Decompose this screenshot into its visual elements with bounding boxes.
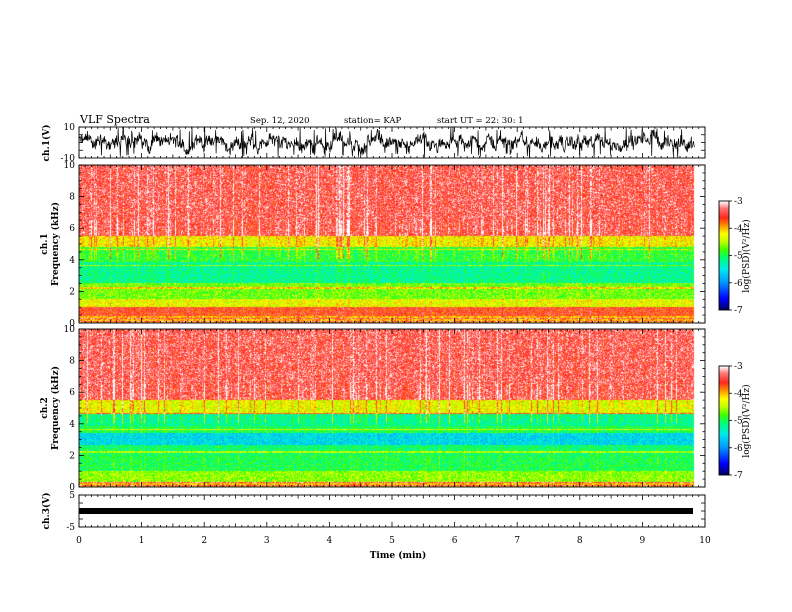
time-axis-tick-label: 1 (139, 536, 145, 546)
ch2-spectrogram-axes: 0 2 4 6 8 10 (64, 325, 706, 493)
ch1-spectrogram-axes: 0 2 4 6 8 10 (64, 161, 706, 329)
ch1-spectrogram-ytick-label: 4 (69, 256, 75, 266)
ch1-ytick-top: 10 (64, 123, 76, 133)
ch1-colorbar-ticks: -3 -4 -5 -6 -7 (729, 197, 743, 316)
ch3-waveform-panel: 5 -5 ch.3(V) (41, 491, 706, 533)
ch1-spectrogram-ylabel-channel: ch.1 (40, 233, 50, 254)
ch1-spectrogram-ylabel-frequency: Frequency (kHz) (50, 202, 61, 286)
ch1-ytick-bottom: -10 (61, 154, 76, 164)
header-start-ut: start UT = 22: 30: 1 (437, 116, 524, 126)
ch2-spectrogram-ytick-label: 0 (69, 483, 75, 493)
time-axis-tick-label: 5 (389, 536, 395, 546)
ch3-ytick-top: 5 (69, 491, 75, 501)
ch2-spectrogram-ylabel-channel: ch.2 (40, 397, 50, 418)
header-date: Sep. 12, 2020 (250, 116, 310, 126)
ch1-colorbar-tick-label: -4 (734, 224, 743, 234)
ch1-waveform-axes (78, 126, 706, 159)
time-axis-tick-label: 9 (640, 536, 646, 546)
time-axis-tick-label: 10 (699, 536, 711, 546)
ch2-colorbar-ticks: -3 -4 -5 -6 -7 (729, 362, 743, 481)
ch2-spectrogram-image (79, 329, 705, 487)
ch2-colorbar-tick-label: -7 (734, 471, 743, 481)
ch2-spectrogram-ytick-label: 6 (69, 388, 75, 398)
ch1-colorbar (719, 201, 729, 310)
ch2-spectrogram-ytick-label: 10 (64, 325, 76, 335)
time-axis-label: Time (min) (370, 550, 427, 561)
ch3-waveform-ylabel: ch.3(V) (41, 493, 52, 530)
header-station: station= KAP (344, 116, 402, 126)
ch1-waveform-ylabel: ch.1(V) (41, 125, 52, 162)
ch1-colorbar-tick-label: -3 (734, 197, 743, 207)
figure-title: VLF Spectra (79, 113, 150, 126)
ch1-spectrogram-image (79, 165, 705, 323)
ch1-spectrogram-ytick-label: 0 (69, 319, 75, 329)
ch1-spectrogram-ytick-label: 10 (64, 161, 76, 171)
ch1-colorbar-tick-label: -5 (734, 252, 743, 262)
ch2-colorbar-label: log(PSD)(V²/Hz) (741, 384, 752, 457)
ch3-waveform-series (79, 508, 693, 514)
ch2-colorbar (719, 366, 729, 475)
time-axis-tick-label: 3 (264, 536, 270, 546)
time-axis-tick-label: 6 (452, 536, 458, 546)
time-axis-tick-label: 7 (514, 536, 520, 546)
ch2-spectrogram-ytick-label: 8 (69, 357, 75, 367)
ch2-colorbar-tick-label: -6 (734, 444, 743, 454)
ch2-spectrogram-ytick-label: 4 (69, 420, 75, 430)
ch2-colorbar-tick-label: -3 (734, 362, 743, 372)
time-axis-tick-label: 0 (76, 536, 82, 546)
ch1-colorbar-tick-label: -6 (734, 279, 743, 289)
ch1-colorbar-label: log(PSD)(V²/Hz) (741, 219, 752, 292)
ch2-colorbar-tick-label: -4 (734, 389, 743, 399)
ch1-waveform-panel: 10 -10 ch.1(V) (41, 123, 706, 164)
time-axis-tick-label: 2 (201, 536, 207, 546)
ch3-waveform-axes (78, 494, 706, 528)
time-axis-ticklabels: 0 1 2 3 4 5 6 7 8 9 10 (76, 536, 711, 546)
ch2-colorbar-tick-label: -5 (734, 417, 743, 427)
ch1-spectrogram-ytick-label: 6 (69, 224, 75, 234)
ch1-waveform-line (78, 125, 695, 158)
ch2-spectrogram-ylabel-frequency: Frequency (kHz) (50, 366, 61, 450)
ch1-colorbar-tick-label: -7 (734, 306, 743, 316)
ch2-spectrogram-ytick-label: 2 (69, 451, 75, 461)
time-axis-tick-label: 4 (327, 536, 333, 546)
ch1-spectrogram-ytick-label: 2 (69, 287, 75, 297)
ch1-waveform-series (78, 125, 695, 158)
ch3-ytick-bottom: -5 (66, 523, 75, 533)
time-axis-tick-label: 8 (577, 536, 583, 546)
ch1-spectrogram-ytick-label: 8 (69, 193, 75, 203)
